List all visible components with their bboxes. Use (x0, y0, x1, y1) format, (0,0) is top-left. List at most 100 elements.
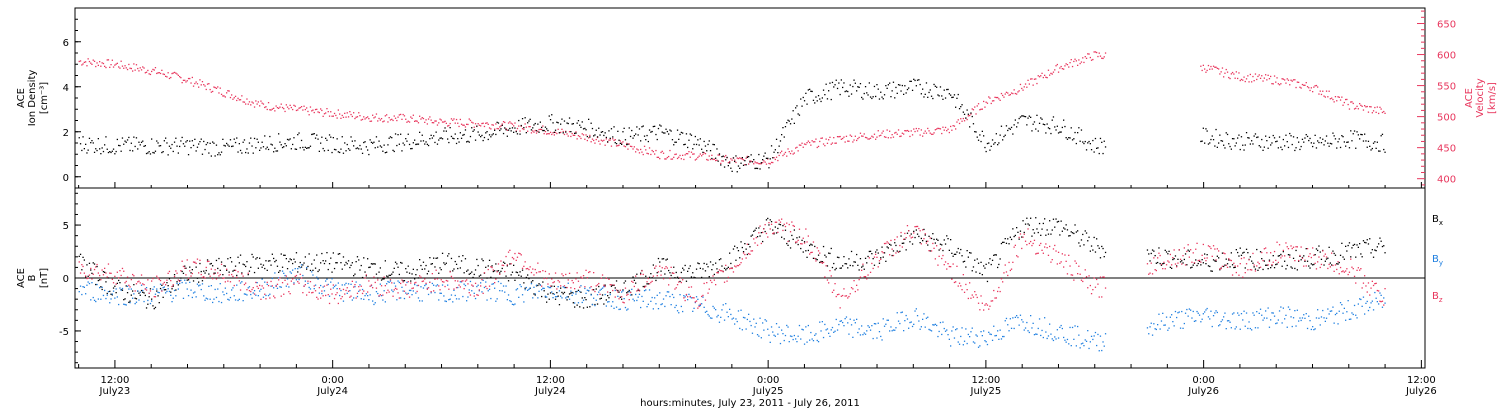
bx-point (925, 240, 928, 242)
ion-density-point (967, 113, 969, 115)
velocity-point (665, 158, 667, 160)
bz-point (566, 286, 568, 289)
bx-point (1365, 242, 1367, 244)
by-point (751, 332, 754, 334)
velocity-point (514, 122, 516, 124)
ion-density-point (223, 144, 225, 147)
by-point (386, 283, 388, 285)
velocity-point (748, 163, 750, 165)
velocity-point (1016, 93, 1018, 95)
by-point (1271, 312, 1273, 314)
by-point (476, 285, 478, 288)
velocity-point (1080, 61, 1083, 63)
by-point (716, 316, 718, 318)
by-point (125, 304, 127, 306)
by-point (179, 282, 181, 285)
bz-point (99, 274, 101, 277)
velocity-point (1037, 75, 1039, 77)
bz-point (87, 277, 89, 279)
by-point (1005, 317, 1008, 320)
bx-point (110, 293, 112, 295)
ion-density-point (732, 157, 735, 159)
velocity-point (703, 152, 705, 154)
bz-point (370, 284, 373, 286)
ion-density-point (1073, 138, 1075, 140)
by-point (640, 306, 642, 309)
by-point (866, 330, 868, 332)
by-point (1253, 314, 1255, 316)
ion-density-point (458, 141, 460, 143)
ion-density-point (1090, 149, 1093, 151)
bz-point (858, 279, 860, 281)
by-point (742, 316, 745, 319)
bx-point (754, 229, 756, 231)
velocity-point (499, 126, 501, 128)
velocity-point (260, 100, 262, 102)
bx-point (342, 256, 345, 258)
bx-point (436, 257, 439, 259)
ion-density-point (405, 138, 407, 140)
ion-density-point (758, 153, 760, 156)
ion-density-point (910, 80, 912, 82)
by-point (571, 294, 573, 296)
bz-point (1235, 271, 1237, 274)
ion-density-point (947, 88, 949, 91)
by-point (435, 285, 437, 287)
ion-density-point (1343, 141, 1345, 143)
velocity-point (132, 70, 134, 72)
bz-point (774, 221, 776, 223)
bz-point (1219, 268, 1221, 270)
ion-density-point (210, 155, 212, 157)
bz-point (330, 288, 332, 290)
bz-point (1379, 300, 1381, 302)
velocity-point (1007, 92, 1009, 94)
ion-density-point (765, 157, 768, 159)
by-point (960, 335, 962, 338)
bx-point (1005, 242, 1008, 244)
ion-density-point (152, 151, 154, 154)
bx-point (537, 284, 539, 287)
bz-point (269, 297, 271, 299)
ion-density-point (889, 82, 891, 84)
velocity-point (100, 65, 102, 67)
ion-density-point (1317, 140, 1319, 142)
bz-point (147, 279, 149, 281)
velocity-point (112, 66, 115, 68)
bx-point (934, 242, 936, 244)
velocity-point (601, 140, 604, 142)
ion-density-point (548, 115, 550, 117)
by-point (1352, 313, 1354, 316)
bx-point (455, 263, 458, 265)
by-point (104, 289, 106, 292)
velocity-point (224, 96, 226, 98)
velocity-point (637, 149, 639, 151)
by-point (408, 289, 411, 292)
velocity-point (241, 95, 243, 97)
bz-point (1093, 277, 1095, 279)
bz-point (298, 282, 300, 284)
ion-density-point (631, 129, 633, 132)
bx-point (1286, 264, 1288, 267)
by-point (774, 335, 776, 337)
bz-point (1367, 282, 1370, 284)
ion-density-point (1099, 137, 1102, 140)
bx-point (1345, 245, 1347, 247)
by-point (650, 300, 652, 302)
bx-point (187, 279, 190, 281)
velocity-point (769, 163, 771, 165)
ion-density-point (1027, 117, 1029, 119)
bz-point (162, 283, 164, 285)
bx-point (1168, 250, 1170, 252)
bz-point (248, 290, 251, 292)
ion-density-point (1207, 143, 1210, 145)
velocity-point (330, 111, 332, 113)
bx-point (1078, 242, 1080, 244)
bx-point (96, 265, 98, 268)
bz-point (622, 301, 624, 303)
bx-point (878, 262, 881, 264)
bz-point (997, 290, 999, 293)
bz-point (237, 271, 239, 273)
ion-density-point (585, 129, 587, 131)
by-point (1305, 313, 1307, 315)
bz-point (1284, 255, 1286, 257)
